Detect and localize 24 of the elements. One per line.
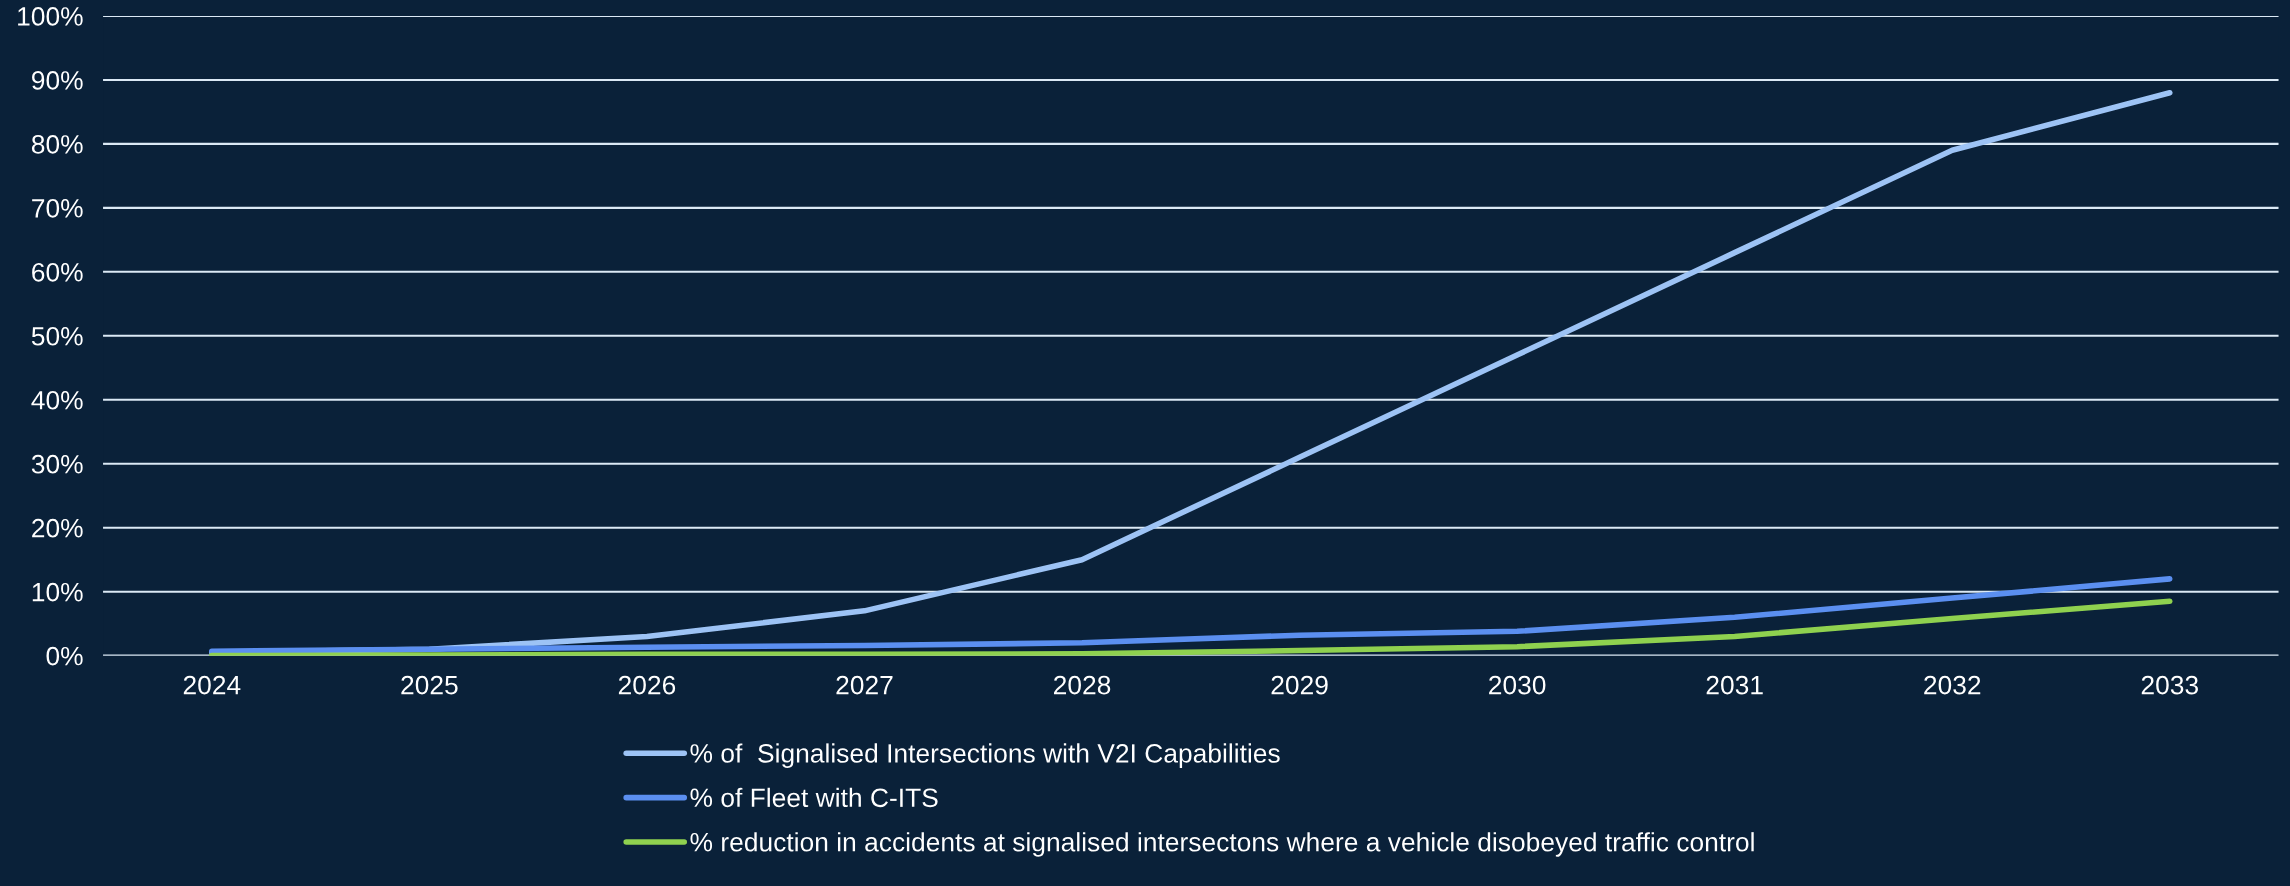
y-tick-label: 30% bbox=[31, 454, 83, 474]
y-tick-label: 20% bbox=[32, 518, 83, 538]
legend-label: % of Fleet with C-ITS bbox=[690, 787, 938, 808]
x-tick-label: 2033 bbox=[2141, 675, 2198, 695]
x-tick-label: 2024 bbox=[183, 675, 241, 695]
y-tick-label: 40% bbox=[31, 390, 83, 410]
y-tick-label: 60% bbox=[32, 262, 83, 282]
x-tick-label: 2027 bbox=[836, 675, 893, 695]
x-tick-label: 2031 bbox=[1706, 675, 1763, 695]
x-tick-label: 2025 bbox=[401, 675, 458, 695]
x-tick-label: 2030 bbox=[1489, 675, 1546, 695]
legend-label: % reduction in accidents at signalised intersectons where a vehicle disobeyed traffic control bbox=[690, 832, 1754, 857]
y-tick-label: 80% bbox=[31, 135, 83, 154]
y-tick-label: 10% bbox=[32, 582, 83, 602]
x-tick-label: 2028 bbox=[1054, 675, 1111, 695]
y-tick-label: 70% bbox=[32, 198, 83, 218]
y-tick-label: 50% bbox=[31, 326, 83, 346]
y-tick-label: 100% bbox=[18, 7, 83, 26]
legend-label: % of Signalised Intersections with V2I Capabilities bbox=[690, 743, 1280, 768]
y-tick-label: 0% bbox=[46, 646, 83, 666]
x-tick-label: 2026 bbox=[618, 675, 676, 695]
y-tick-label: 90% bbox=[32, 71, 83, 90]
x-tick-label: 2032 bbox=[1924, 675, 1981, 695]
x-tick-label: 2029 bbox=[1271, 675, 1328, 695]
